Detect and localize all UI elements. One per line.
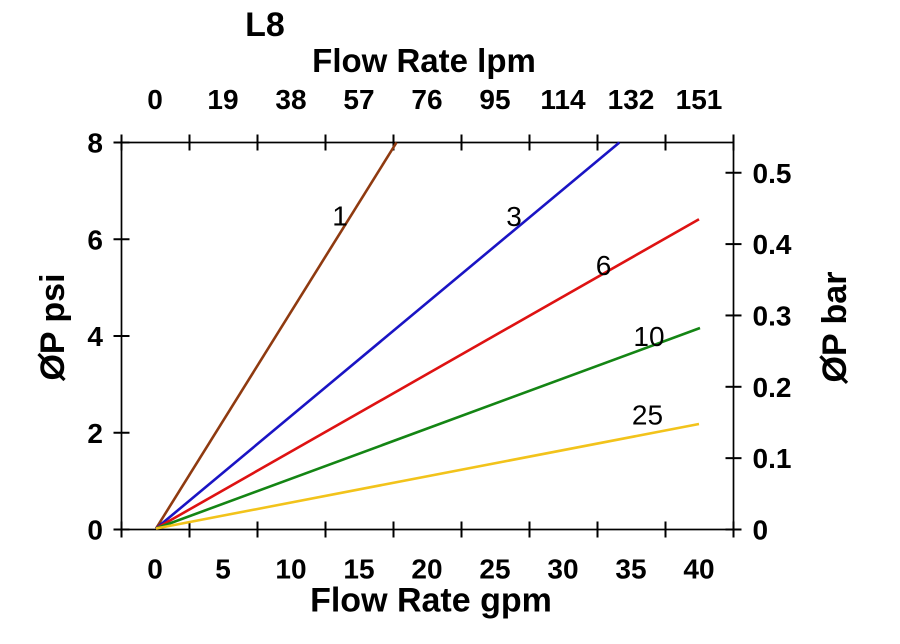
svg-text:30: 30: [547, 554, 578, 585]
svg-text:10: 10: [633, 321, 664, 352]
svg-text:Flow Rate gpm: Flow Rate gpm: [310, 582, 552, 620]
svg-text:5: 5: [215, 554, 231, 585]
svg-text:76: 76: [411, 84, 442, 115]
svg-text:132: 132: [608, 84, 655, 115]
svg-text:0.1: 0.1: [753, 443, 792, 474]
svg-text:95: 95: [479, 84, 510, 115]
svg-text:0.2: 0.2: [753, 372, 792, 403]
svg-text:57: 57: [343, 84, 374, 115]
svg-text:114: 114: [540, 84, 586, 115]
svg-text:25: 25: [479, 554, 510, 585]
svg-text:4: 4: [87, 321, 103, 352]
svg-text:0.3: 0.3: [753, 300, 792, 331]
svg-text:0: 0: [753, 515, 769, 546]
svg-text:0.5: 0.5: [753, 158, 792, 189]
svg-text:0: 0: [147, 554, 163, 585]
svg-text:10: 10: [275, 554, 306, 585]
svg-text:L8: L8: [245, 6, 285, 44]
svg-text:35: 35: [615, 554, 646, 585]
svg-text:3: 3: [506, 201, 522, 232]
svg-text:0.4: 0.4: [753, 229, 792, 260]
svg-text:38: 38: [275, 84, 306, 115]
svg-text:2: 2: [87, 418, 103, 449]
svg-text:15: 15: [343, 554, 374, 585]
svg-text:OP psi: OP psi: [34, 273, 72, 380]
svg-text:25: 25: [632, 400, 663, 431]
svg-text:151: 151: [676, 84, 723, 115]
svg-text:40: 40: [683, 554, 714, 585]
svg-text:0: 0: [147, 84, 163, 115]
svg-text:8: 8: [87, 128, 103, 159]
svg-text:0: 0: [87, 515, 103, 546]
svg-text:1: 1: [332, 201, 348, 232]
svg-text:Flow Rate lpm: Flow Rate lpm: [312, 42, 536, 79]
svg-text:OP bar: OP bar: [816, 272, 854, 383]
svg-text:6: 6: [596, 250, 612, 281]
svg-text:6: 6: [87, 224, 103, 255]
svg-text:19: 19: [207, 84, 238, 115]
svg-text:20: 20: [411, 554, 442, 585]
